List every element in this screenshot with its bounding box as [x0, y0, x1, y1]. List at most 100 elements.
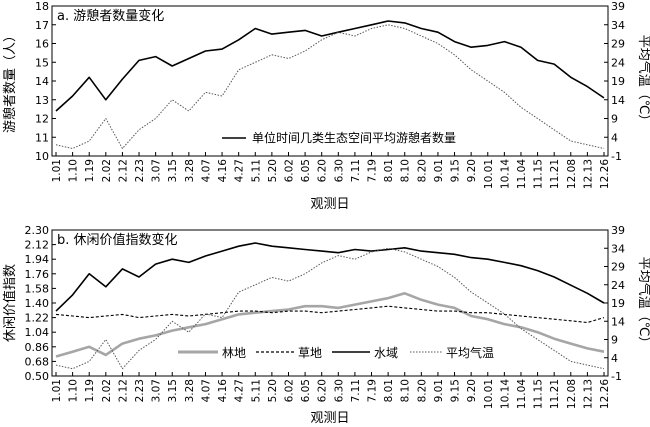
x-tick-label: 12.26: [599, 379, 611, 409]
panel-b-x-ticks: 1.01 1.10 1.19 2.02 2.12 2.23 3.07 3.15 3.28 4.07…: [51, 372, 611, 409]
x-tick-label: 11.15: [533, 159, 545, 189]
y-tick-label: 1.58: [25, 282, 50, 295]
x-tick-label: 4.27: [234, 379, 246, 402]
y2-tick-label: 24: [611, 56, 625, 69]
y-tick-label: 0.50: [25, 370, 50, 383]
x-tick-label: 6.20: [317, 159, 329, 182]
panel-a-legend-label: 单位时间几类生态空间平均游憩者数量: [252, 130, 456, 145]
y-tick-label: 15: [35, 56, 49, 69]
y2-tick-label: 4: [611, 352, 618, 365]
y-tick-label: 0.86: [25, 341, 50, 354]
x-tick-label: 3.15: [167, 379, 179, 402]
y-tick-label: 1.76: [25, 268, 50, 281]
series-line-dotted: [55, 247, 605, 370]
x-tick-label: 3.28: [184, 159, 196, 182]
panel-b-series: [55, 242, 605, 370]
panel-b-y2-ticks: -1 4 9 14 19 24 29 34 39: [604, 224, 625, 383]
x-tick-label: 11.04: [516, 159, 528, 189]
x-tick-label: 9.20: [466, 379, 478, 402]
y-tick-label: 16: [35, 38, 49, 51]
x-tick-label: 2.02: [101, 379, 113, 402]
y-tick-label: 17: [35, 19, 49, 32]
y-tick-label: 13: [35, 94, 49, 107]
x-tick-label: 9.20: [466, 159, 478, 182]
y2-tick-label: 14: [611, 315, 625, 328]
y-tick-label: 1.04: [25, 326, 50, 339]
x-tick-label: 2.23: [134, 379, 146, 402]
x-tick-label: 11.15: [533, 379, 545, 409]
x-tick-label: 6.30: [333, 379, 345, 402]
legend-label-temperature: 平均气温: [446, 345, 494, 360]
x-tick-label: 12.13: [582, 379, 594, 409]
x-tick-label: 10.14: [499, 379, 511, 409]
panel-b-legend: 林地 草地 水域 平均气温: [178, 345, 494, 360]
x-tick-label: 6.20: [317, 379, 329, 402]
x-tick-label: 2.12: [117, 379, 129, 402]
y-tick-label: 18: [35, 0, 49, 13]
y2-tick-label: -1: [611, 150, 622, 163]
y-tick-label: 11: [35, 131, 49, 144]
x-tick-label: 10.01: [483, 159, 495, 189]
x-tick-label: 12.13: [582, 159, 594, 189]
x-tick-label: 8.10: [400, 379, 412, 402]
panel-a-y-ticks: 10 11 12 13 14 15 16 17 18: [35, 0, 56, 163]
x-tick-label: 10.01: [483, 379, 495, 409]
panel-a-title: a. 游憩者数量变化: [57, 8, 164, 24]
panel-b: b. 休闲价值指数变化 休闲价值指数 平均气温（℃） 观测日 0.50 0.680…: [2, 224, 650, 426]
x-tick-label: 12.26: [599, 159, 611, 189]
x-tick-label: 4.07: [200, 379, 212, 402]
x-tick-label: 1.10: [68, 159, 80, 182]
x-tick-label: 6.05: [300, 159, 312, 182]
x-tick-label: 7.19: [367, 159, 379, 182]
x-tick-label: 10.14: [499, 159, 511, 189]
x-tick-label: 11.04: [516, 379, 528, 409]
panel-b-y2label: 平均气温（℃）: [636, 257, 650, 350]
series-line-dotted: [55, 24, 605, 149]
panel-a-xlabel: 观测日: [310, 197, 349, 212]
y-tick-label: 2.30: [25, 224, 50, 237]
x-tick-label: 8.01: [383, 159, 395, 182]
y2-tick-label: 34: [611, 242, 625, 255]
x-tick-label: 4.07: [200, 159, 212, 182]
x-tick-label: 6.30: [333, 159, 345, 182]
series-line-solid: [55, 242, 605, 312]
y-tick-label: 0.68: [25, 355, 50, 368]
x-tick-label: 5.11: [250, 379, 262, 402]
x-tick-label: 8.20: [416, 379, 428, 402]
y-tick-label: 1.94: [25, 253, 50, 266]
panel-a-x-ticks: 1.01 1.10 1.19 2.02 2.12 2.23 3.07 3.15 3.28 4.07…: [51, 152, 611, 189]
x-tick-label: 1.19: [84, 379, 96, 402]
y-tick-label: 10: [35, 150, 49, 163]
y2-tick-label: 4: [611, 131, 618, 144]
x-tick-label: 5.20: [267, 379, 279, 402]
x-tick-label: 9.15: [450, 379, 462, 402]
panel-a-y2-ticks: -1 4 9 14 19 24 29 34 39: [604, 0, 625, 163]
x-tick-label: 9.01: [433, 159, 445, 182]
x-tick-label: 2.12: [117, 159, 129, 182]
x-tick-label: 6.02: [283, 379, 295, 402]
x-tick-label: 5.11: [250, 159, 262, 182]
legend-label-grassland: 草地: [298, 346, 322, 360]
x-tick-label: 1.10: [68, 379, 80, 402]
legend-label-water: 水域: [374, 346, 398, 360]
y2-tick-label: 19: [611, 75, 625, 88]
legend-label-forest: 林地: [222, 346, 246, 360]
x-tick-label: 9.01: [433, 379, 445, 402]
y2-tick-label: 14: [611, 94, 625, 107]
y2-tick-label: 39: [611, 0, 625, 13]
x-tick-label: 7.11: [350, 379, 362, 402]
panel-a-ylabel: 游憩者数量（人）: [2, 29, 18, 133]
x-tick-label: 11.21: [549, 379, 561, 409]
x-tick-label: 3.07: [151, 159, 163, 182]
y2-tick-label: 9: [611, 113, 618, 126]
x-tick-label: 4.16: [217, 379, 229, 403]
x-tick-label: 8.20: [416, 159, 428, 182]
series-line-dashed: [55, 305, 605, 324]
panel-a-legend: 单位时间几类生态空间平均游憩者数量: [222, 130, 456, 145]
y-tick-label: 14: [35, 75, 49, 88]
x-tick-label: 7.19: [367, 379, 379, 402]
y2-tick-label: 29: [611, 38, 625, 51]
panel-a-y2label: 平均气温（℃）: [636, 35, 650, 128]
x-tick-label: 11.21: [549, 159, 561, 189]
x-tick-label: 12.08: [566, 379, 578, 409]
